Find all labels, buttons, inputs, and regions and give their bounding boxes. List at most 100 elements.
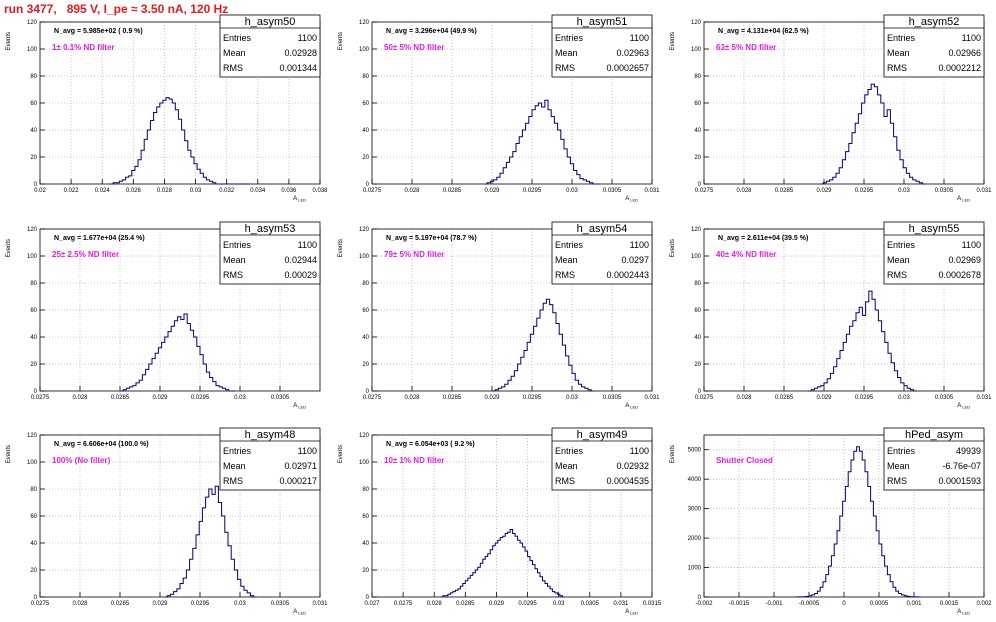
stat-label: Entries [223, 240, 252, 250]
grid [372, 435, 652, 597]
stat-label: Mean [223, 255, 246, 265]
stat-label: RMS [887, 270, 907, 280]
stat-value: 1100 [962, 240, 981, 250]
y-tick-label: 120 [359, 433, 370, 439]
y-tick-label: 120 [359, 227, 370, 233]
y-tick-label: 40 [362, 128, 369, 134]
histogram-series [110, 97, 250, 185]
histogram-panel-h_asym49: 0.027 0.0275 0.028 0.0285 0.029 0.0295 0.03 0.0… [338, 427, 662, 616]
stats-box: h_asym50 Entries 1100 Mean 0.02928 RMS 0.00134… [219, 14, 321, 78]
stat-label: RMS [555, 476, 575, 486]
x-tick-label: 0.036 [281, 188, 297, 194]
filter-note: 50± 5% ND filter [384, 43, 444, 52]
stat-label: Entries [555, 446, 584, 456]
x-tick-label: 0.028 [157, 188, 173, 194]
x-tick-label: 0.028 [72, 601, 88, 607]
stat-value: 49939 [956, 446, 981, 456]
y-tick-label: 80 [362, 281, 369, 287]
y-tick-label: 20 [362, 568, 369, 574]
x-tick-label: 0.0315 [643, 601, 662, 607]
y-tick-label: 40 [362, 335, 369, 341]
stat-label: RMS [223, 270, 243, 280]
y-tick-label: 0 [34, 595, 38, 601]
x-tick-label: 0.0275 [695, 188, 714, 194]
x-tick-label: 0.0305 [603, 395, 622, 401]
x-axis-label: ALED [957, 403, 970, 410]
x-axis-label: ALED [293, 403, 306, 410]
filter-note: Shutter Closed [716, 456, 773, 465]
x-tick-label: 0.0015 [940, 601, 959, 607]
y-axis-label: Events [6, 239, 12, 257]
y-tick-label: 0 [698, 389, 702, 395]
x-tick-label: 0.0295 [523, 395, 542, 401]
stat-label: Mean [555, 48, 578, 58]
y-tick-label: 80 [694, 281, 701, 287]
y-tick-label: 60 [362, 308, 369, 314]
filter-note: 25± 2.5% ND filter [52, 250, 119, 259]
filter-note: 63± 5% ND filter [716, 43, 776, 52]
x-tick-label: 0.0295 [855, 395, 874, 401]
x-tick-label: 0.03 [190, 188, 202, 194]
y-axis-label: Events [670, 445, 676, 463]
stat-label: Entries [555, 240, 584, 250]
stats-box-frame [219, 221, 321, 285]
page-title: run 3477, 895 V, I_pe ≈ 3.50 nA, 120 Hz [4, 2, 229, 16]
stat-label: Mean [887, 48, 910, 58]
x-tick-label: 0.02 [34, 188, 46, 194]
stat-label: RMS [887, 476, 907, 486]
y-tick-label: 20 [362, 155, 369, 161]
histogram-panel-h_asym55: 0.0275 0.028 0.0285 0.029 0.0295 0.03 0.0305 0.… [670, 221, 992, 410]
y-tick-label: 20 [362, 362, 369, 368]
y-axis-label: Events [6, 445, 12, 463]
histogram-name: h_asym48 [245, 429, 296, 441]
x-tick-label: 0.0275 [695, 395, 714, 401]
y-tick-label: 20 [694, 362, 701, 368]
x-tick-label: 0.028 [736, 188, 752, 194]
histogram-series [440, 529, 565, 598]
x-axis-label: ALED [625, 403, 638, 410]
stat-label: Entries [223, 33, 252, 43]
y-tick-label: 100 [27, 460, 38, 466]
stat-value: 0.0001593 [938, 476, 981, 486]
x-tick-label: 0.034 [250, 188, 266, 194]
grid [372, 229, 652, 391]
x-tick-label: 0.028 [427, 601, 443, 607]
x-tick-label: 0.031 [976, 395, 992, 401]
x-axis-label: ALED [625, 196, 638, 203]
y-tick-label: 0 [366, 389, 370, 395]
y-tick-label: 120 [27, 433, 38, 439]
x-tick-label: 0 [842, 601, 846, 607]
y-tick-label: 100 [691, 47, 702, 53]
x-tick-label: 0.001 [906, 601, 922, 607]
navg-label: N_avg = 2.611e+04 (39.5 %) [718, 235, 808, 242]
x-tick-label: 0.0285 [456, 601, 475, 607]
y-tick-label: 100 [359, 460, 370, 466]
stats-box: h_asym52 Entries 1100 Mean 0.02966 RMS 0.00022… [883, 14, 985, 78]
x-tick-label: 0.0285 [443, 188, 462, 194]
y-axis-label: Events [338, 32, 344, 50]
stat-value: 0.0002657 [606, 63, 649, 73]
x-tick-label: -0.002 [695, 601, 713, 607]
stat-value: 0.0004535 [606, 476, 649, 486]
x-tick-label: -0.0005 [799, 601, 820, 607]
x-tick-label: 0.028 [404, 188, 420, 194]
x-tick-label: 0.03 [898, 395, 910, 401]
histogram-name: h_asym53 [245, 223, 296, 235]
x-tick-label: 0.026 [126, 188, 142, 194]
stats-box-frame [551, 221, 653, 285]
y-tick-label: 20 [30, 568, 37, 574]
x-tick-label: 0.0305 [581, 601, 600, 607]
x-tick-label: 0.022 [64, 188, 80, 194]
stat-value: 1100 [630, 446, 649, 456]
x-tick-label: 0.029 [489, 601, 505, 607]
y-tick-label: 80 [30, 74, 37, 80]
filter-note: 100% (No filter) [52, 456, 111, 465]
x-tick-label: 0.0295 [191, 601, 210, 607]
stats-box: h_asym51 Entries 1100 Mean 0.02963 RMS 0.00026… [551, 14, 653, 78]
x-tick-label: -0.0015 [729, 601, 750, 607]
stat-value: 1100 [298, 446, 317, 456]
y-tick-label: 40 [30, 335, 37, 341]
x-tick-label: 0.029 [484, 395, 500, 401]
x-tick-label: 0.029 [152, 395, 168, 401]
